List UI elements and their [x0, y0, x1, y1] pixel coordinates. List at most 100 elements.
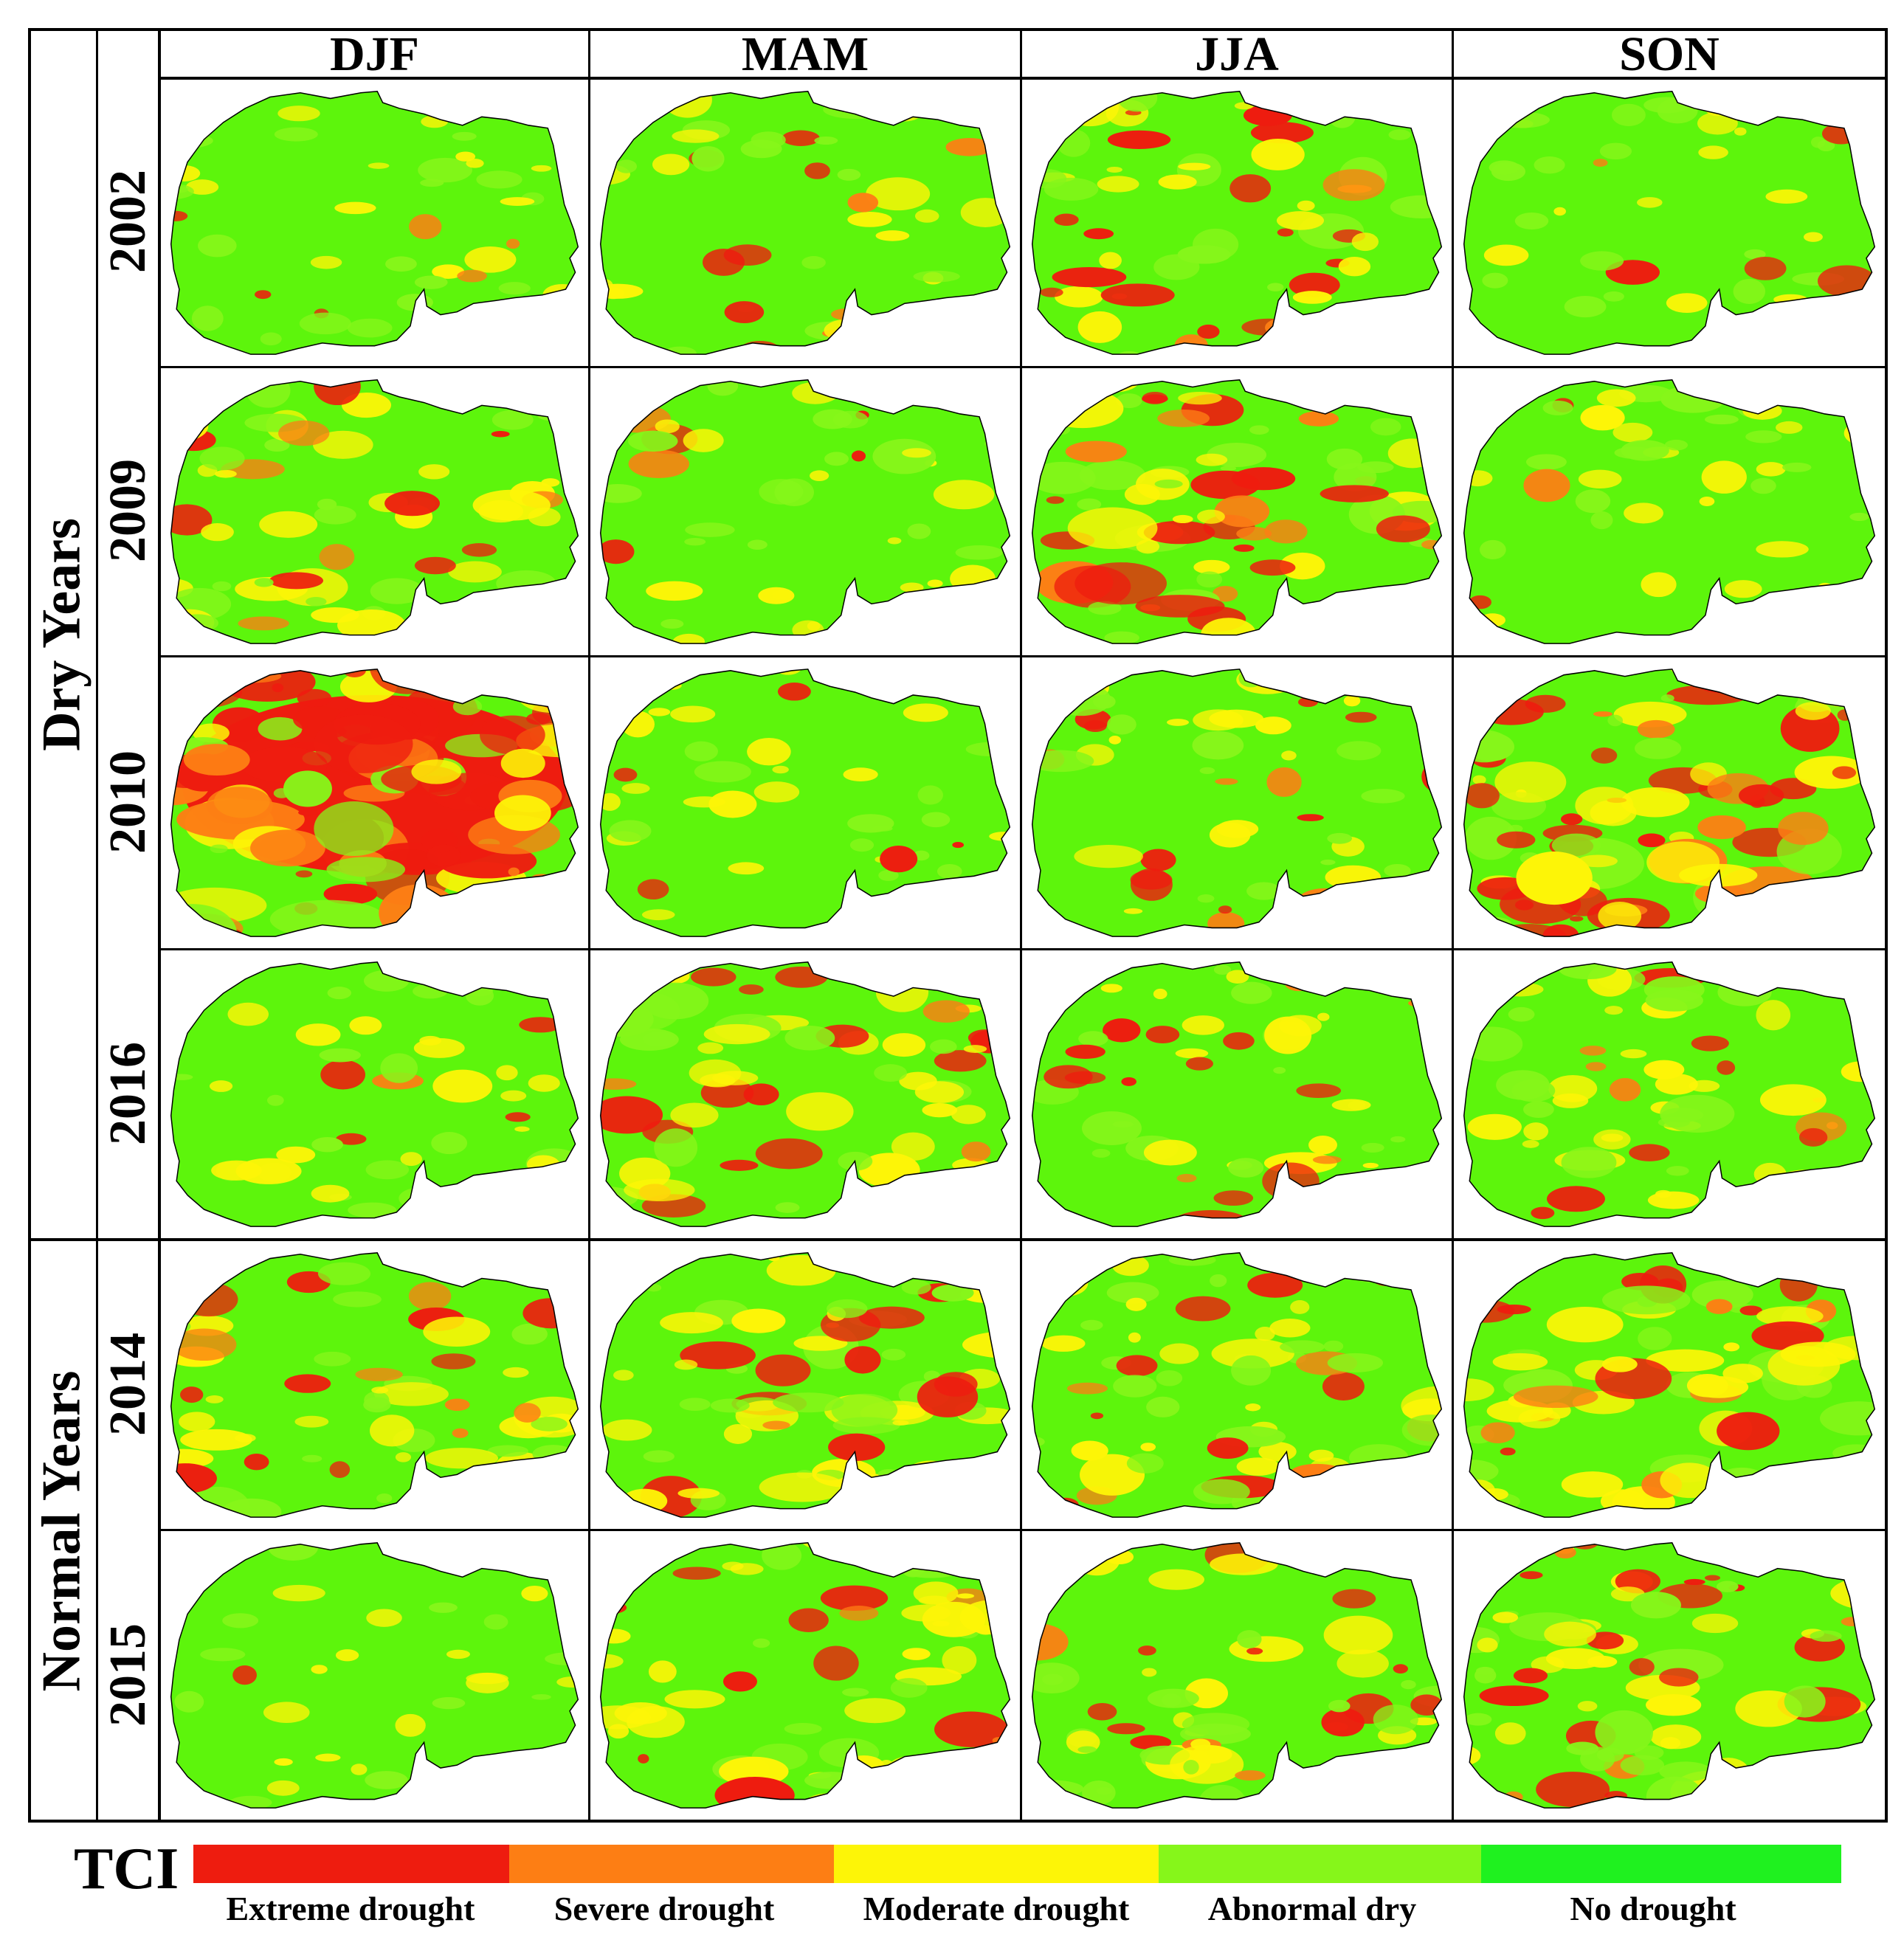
tci-patch — [1819, 1489, 1875, 1518]
tci-patch — [1210, 1274, 1227, 1288]
tci-patch — [1660, 385, 1725, 413]
tci-map-svg — [599, 961, 1011, 1227]
tci-patch — [400, 1152, 422, 1167]
tci-patch — [1856, 334, 1875, 355]
tci-patch — [1220, 466, 1237, 472]
tci-patch — [880, 846, 918, 873]
tci-patch — [723, 1423, 753, 1444]
tci-patch — [538, 380, 553, 388]
row-rule — [159, 655, 1888, 657]
tci-patch — [418, 157, 472, 183]
tci-patch — [302, 1454, 322, 1462]
tci-patch — [222, 1498, 282, 1518]
tci-patch — [878, 379, 936, 405]
tci-patch — [1328, 340, 1371, 355]
country-boundary — [1031, 91, 1443, 355]
tci-patch — [212, 581, 232, 592]
tci-patch — [1849, 512, 1869, 521]
tci-patch — [933, 96, 993, 114]
tci-patch — [250, 829, 325, 867]
tci-patch — [1140, 849, 1176, 871]
tci-patch — [1759, 1084, 1827, 1116]
tci-patch — [1312, 1156, 1342, 1164]
tci-patch — [1413, 990, 1442, 1014]
tci-patch — [1178, 391, 1222, 405]
tci-patch — [691, 967, 737, 987]
tci-patch — [1260, 91, 1295, 111]
tci-patch — [623, 384, 655, 396]
tci-patch — [1837, 709, 1852, 721]
tci-patch — [1514, 899, 1534, 911]
tci-patch — [722, 1561, 744, 1571]
tci-patch — [1318, 669, 1365, 694]
tci-patch — [1717, 1060, 1736, 1075]
tci-patch — [1044, 961, 1105, 977]
tci-patch — [1794, 756, 1869, 789]
tci-patch — [1193, 559, 1230, 575]
tci-patch — [1729, 332, 1757, 346]
tci-patch — [1432, 1471, 1442, 1485]
tci-patch — [602, 1419, 652, 1441]
tci-patch — [914, 209, 939, 223]
country-boundary — [599, 669, 1011, 937]
tci-patch — [900, 582, 924, 593]
tci-patch — [1393, 1220, 1420, 1227]
tci-patch — [283, 770, 332, 807]
tci-patch — [1347, 326, 1403, 355]
tci-map-son-5 — [1461, 1540, 1877, 1811]
tci-patch — [1755, 103, 1783, 117]
tci-patch — [1196, 571, 1223, 588]
tci-patch — [1135, 595, 1225, 618]
tci-patch — [1789, 1542, 1836, 1560]
tci-patch — [1065, 441, 1127, 463]
tci-patch — [662, 969, 690, 984]
tci-patch — [680, 1341, 756, 1370]
tci-patch — [1500, 1447, 1516, 1456]
tci-patch — [786, 1092, 854, 1131]
tci-patch — [498, 606, 551, 635]
tci-patch — [1756, 541, 1809, 558]
tci-patch — [1207, 1437, 1249, 1459]
drought-patches — [1032, 91, 1442, 355]
tci-patch — [466, 985, 493, 997]
tci-patch — [792, 381, 839, 404]
tci-patch — [1145, 1026, 1180, 1044]
tci-patch — [1032, 1795, 1085, 1809]
land-area — [170, 91, 579, 355]
tci-patch — [319, 544, 355, 570]
tci-patch — [507, 922, 545, 937]
tci-patch — [801, 256, 826, 269]
tci-patch — [967, 1189, 995, 1206]
tci-patch — [1003, 440, 1010, 446]
tci-patch — [170, 906, 187, 926]
tci-patch — [1358, 1476, 1396, 1499]
tci-patch — [1666, 1166, 1689, 1176]
tci-patch — [931, 1284, 974, 1302]
tci-patch — [753, 1638, 770, 1648]
tci-patch — [1142, 1668, 1157, 1677]
tci-patch — [710, 1398, 750, 1413]
tci-patch — [755, 1354, 811, 1386]
tci-patch — [1197, 894, 1215, 903]
tci-patch — [259, 511, 318, 538]
tci-patch — [1146, 1396, 1180, 1417]
land-area — [1032, 961, 1442, 1227]
tci-patch — [483, 1614, 508, 1630]
tci-patch — [1819, 1401, 1875, 1436]
tci-patch — [1463, 1460, 1499, 1483]
tci-patch — [379, 884, 460, 937]
tci-patch — [537, 409, 566, 421]
tci-patch — [614, 91, 668, 107]
tci-patch — [955, 545, 1003, 560]
tci-patch — [469, 1488, 492, 1507]
tci-patch — [1262, 379, 1281, 390]
tci-patch — [775, 1202, 800, 1213]
tci-patch — [1328, 1699, 1351, 1713]
tci-patch — [380, 1053, 418, 1083]
tci-patch — [1522, 1140, 1539, 1148]
tci-patch — [464, 246, 517, 273]
tci-patch — [903, 703, 948, 722]
tci-patch — [621, 1488, 668, 1513]
tci-patch — [1083, 228, 1114, 240]
tci-patch — [431, 1353, 476, 1370]
